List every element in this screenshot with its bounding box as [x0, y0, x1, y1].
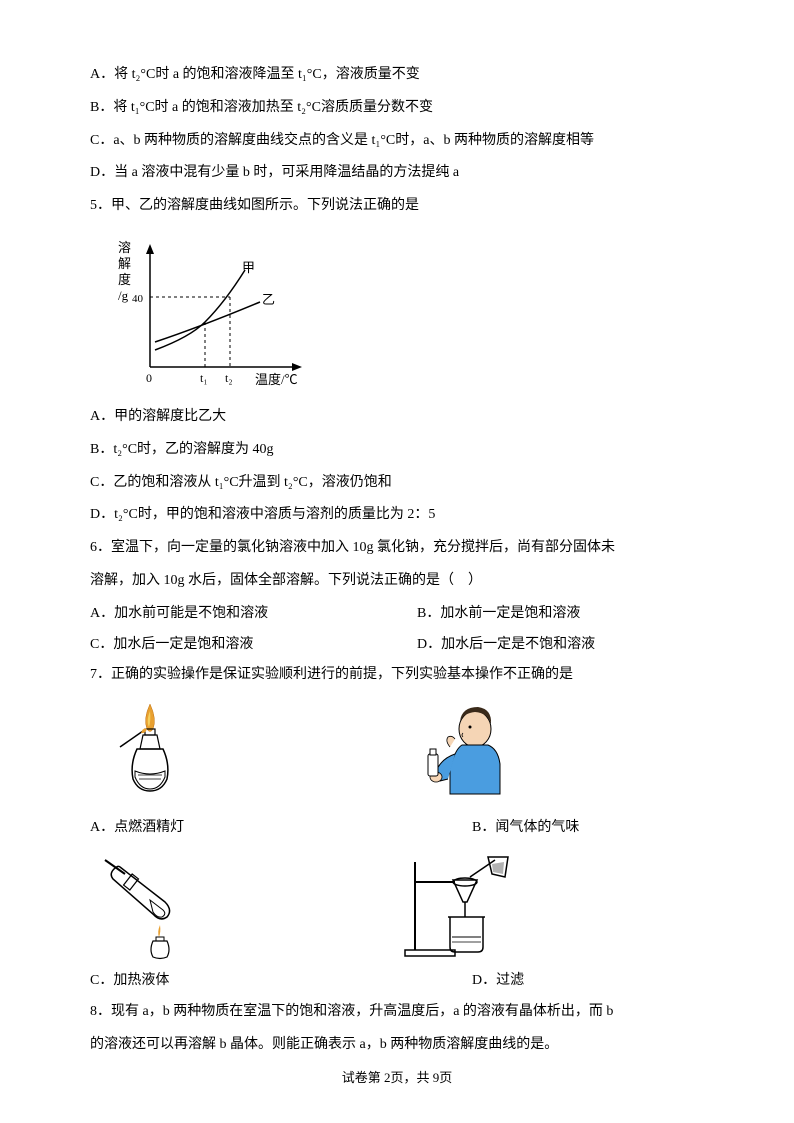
heat-icon [90, 852, 210, 962]
q5-option-b: B．t₂°C时，乙的溶解度为 40g [90, 435, 704, 466]
q5-option-d: D．t₂°C时，甲的饱和溶液中溶质与溶剂的质量比为 2：5 [90, 500, 704, 531]
q7-option-b: B．闻气体的气味 [472, 813, 704, 844]
chart-xlabel: 温度/℃ [255, 372, 298, 387]
chart-ytick-40: 40 [132, 293, 144, 305]
chart-ylabel-2: 度 [118, 272, 131, 287]
q4-option-d: D．当 a 溶液中混有少量 b 时，可采用降温结晶的方法提纯 a [90, 158, 704, 189]
chart-series-yi: 乙 [262, 292, 275, 307]
q5-option-a: A．甲的溶解度比乙大 [90, 402, 704, 433]
chart-origin: 0 [146, 371, 152, 385]
q6-stem-1: 6．室温下，向一定量的氯化钠溶液中加入 10g 氯化钠，充分搅拌后，尚有部分固体… [90, 533, 704, 564]
q6-option-c: C．加水后一定是饱和溶液 [90, 630, 377, 661]
chart-xtick-t2: t₂ [225, 371, 233, 385]
chart-ylabel-1: 解 [118, 256, 131, 271]
q8-stem-1: 8．现有 a，b 两种物质在室温下的饱和溶液，升高温度后，a 的溶液有晶体析出，… [90, 997, 704, 1028]
q7-option-d: D．过滤 [472, 966, 704, 997]
q6-option-d: D．加水后一定是不饱和溶液 [417, 630, 704, 661]
q7-option-a: A．点燃酒精灯 [90, 813, 322, 844]
chart-xtick-t1: t₁ [200, 371, 208, 385]
q6-option-b: B．加水前一定是饱和溶液 [417, 599, 704, 630]
q4-option-b: B．将 t₁°C时 a 的饱和溶液加热至 t₂°C溶质质量分数不变 [90, 93, 704, 124]
q7-stem: 7．正确的实验操作是保证实验顺利进行的前提，下列实验基本操作不正确的是 [90, 660, 704, 691]
chart-ylabel-3: /g [118, 288, 129, 303]
page-footer: 试卷第 2页，共 9页 [0, 1064, 794, 1093]
chart-ylabel-0: 溶 [118, 240, 131, 255]
q6-option-a: A．加水前可能是不饱和溶液 [90, 599, 377, 630]
q4-option-a: A．将 t₂°C时 a 的饱和溶液降温至 t₁°C，溶液质量不变 [90, 60, 704, 91]
q7-option-c: C．加热液体 [90, 966, 322, 997]
lamp-icon [90, 699, 210, 809]
q4-option-c: C．a、b 两种物质的溶解度曲线交点的含义是 t₁°C时，a、b 两种物质的溶解… [90, 126, 704, 157]
solubility-chart: 溶 解 度 /g 40 甲 乙 0 t₁ t₂ 温度/℃ [110, 232, 310, 392]
q5-stem: 5．甲、乙的溶解度曲线如图所示。下列说法正确的是 [90, 191, 704, 222]
q6-stem-2: 溶解，加入 10g 水后，固体全部溶解。下列说法正确的是（ ） [90, 566, 704, 597]
filter-icon [400, 852, 520, 962]
chart-series-jia: 甲 [242, 260, 255, 275]
q8-stem-2: 的溶液还可以再溶解 b 晶体。则能正确表示 a，b 两种物质溶解度曲线的是。 [90, 1030, 704, 1061]
q5-option-c: C．乙的饱和溶液从 t₁°C升温到 t₂°C，溶液仍饱和 [90, 468, 704, 499]
smell-icon [400, 699, 520, 809]
